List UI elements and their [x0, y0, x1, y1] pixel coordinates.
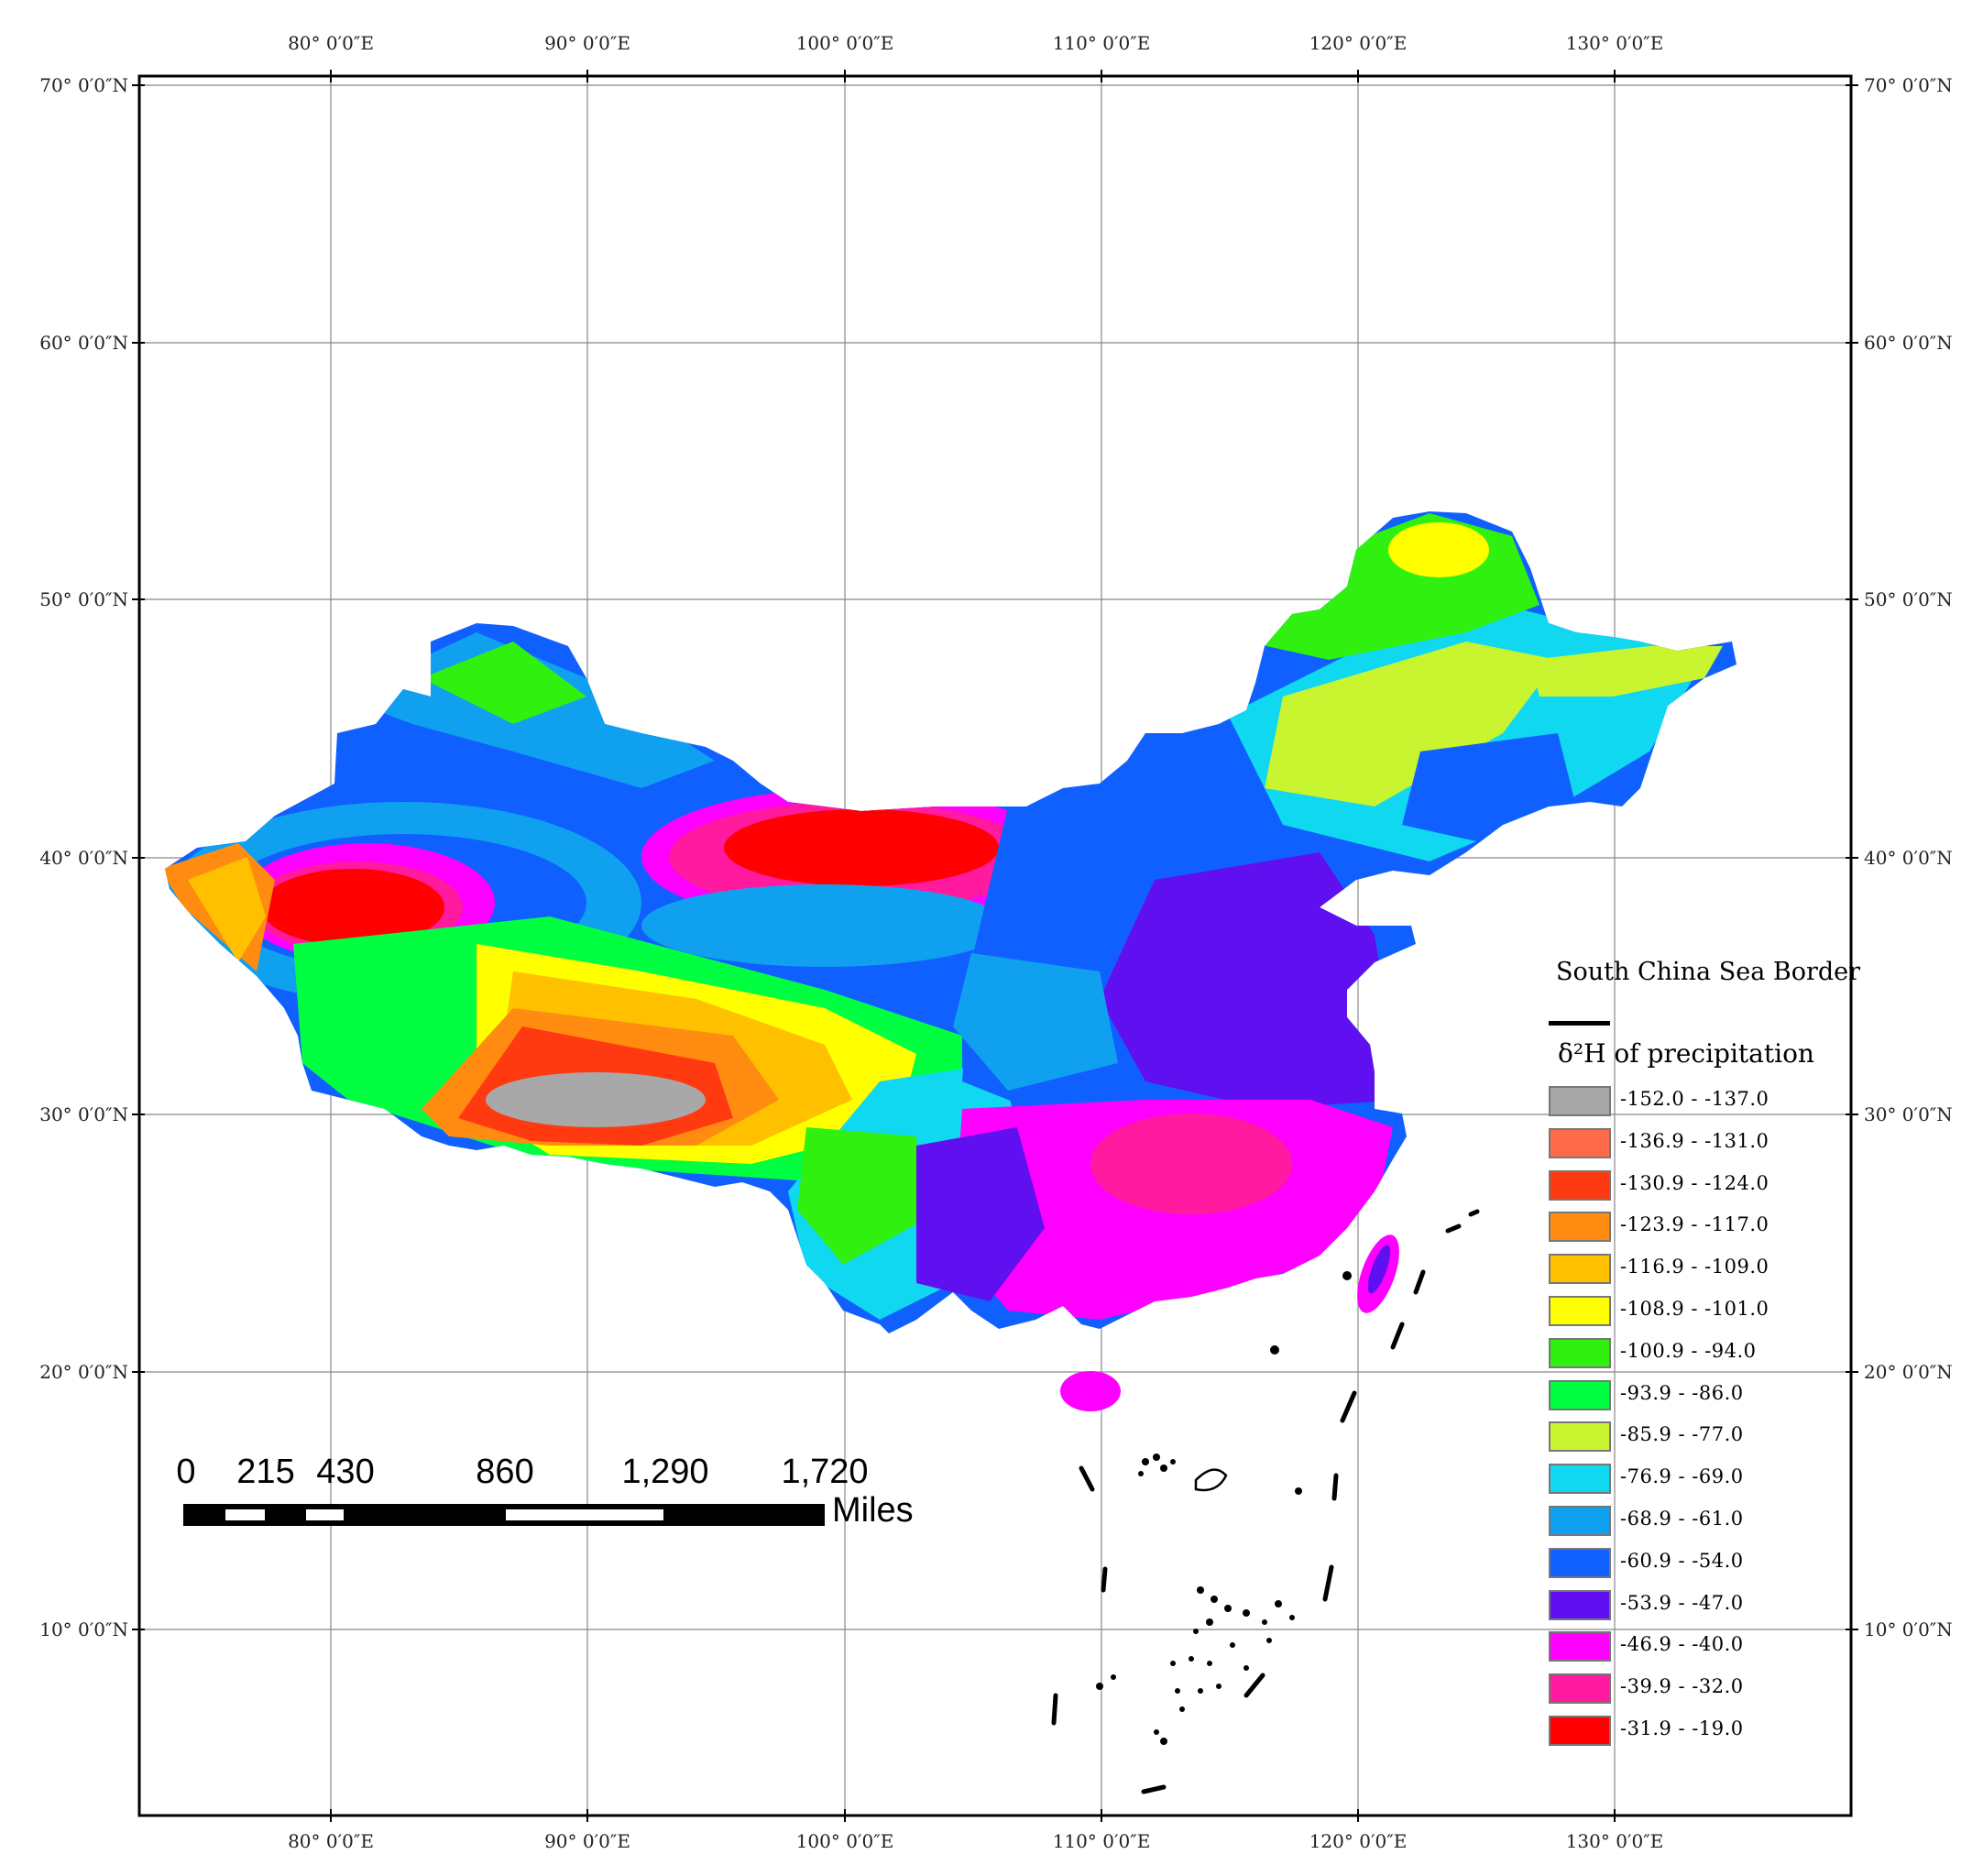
legend-label: -76.9 - -69.0 — [1620, 1465, 1744, 1488]
legend-border-title: South China Sea Border — [1556, 958, 1861, 986]
lon-label: 130° 0′0″E — [1565, 1830, 1664, 1852]
lon-label: 120° 0′0″E — [1309, 32, 1408, 54]
legend-swatch — [1549, 1295, 1611, 1326]
legend-label: -46.9 - -40.0 — [1620, 1633, 1744, 1656]
legend-label: -136.9 - -131.0 — [1620, 1129, 1769, 1152]
lat-label: 20° 0′0″N — [39, 1361, 128, 1383]
lat-label: 50° 0′0″N — [1864, 588, 1953, 610]
lat-label: 10° 0′0″N — [1864, 1618, 1953, 1640]
lat-label: 70° 0′0″N — [39, 74, 128, 96]
reef-outline — [1194, 1468, 1228, 1492]
scale-label: 1,720 — [781, 1453, 869, 1491]
scale-label: 0 — [176, 1453, 196, 1491]
legend-swatch — [1549, 1631, 1611, 1662]
legend-swatch — [1549, 1086, 1611, 1116]
legend-swatch — [1549, 1212, 1611, 1243]
lon-label: 120° 0′0″E — [1309, 1830, 1408, 1852]
lat-label: 70° 0′0″N — [1864, 74, 1953, 96]
lat-label: 30° 0′0″N — [39, 1103, 128, 1125]
lat-label: 10° 0′0″N — [39, 1618, 128, 1640]
legend-label: -39.9 - -32.0 — [1620, 1675, 1744, 1698]
scale-units: Miles — [832, 1491, 914, 1530]
scale-label: 430 — [316, 1453, 375, 1491]
lon-label: 90° 0′0″E — [544, 32, 630, 54]
scale-bar-graphic — [183, 1504, 825, 1526]
legend-label: -60.9 - -54.0 — [1620, 1549, 1744, 1572]
scale-label: 860 — [476, 1453, 534, 1491]
legend-swatch — [1549, 1379, 1611, 1410]
scale-bar: 0 215 430 860 1,290 1,720 Miles — [176, 1453, 935, 1535]
legend-label: -123.9 - -117.0 — [1620, 1213, 1769, 1236]
lon-label: 110° 0′0″E — [1052, 32, 1151, 54]
lon-label: 110° 0′0″E — [1052, 1830, 1151, 1852]
lon-label: 80° 0′0″E — [288, 32, 374, 54]
lon-label: 80° 0′0″E — [288, 1830, 374, 1852]
legend-label: -152.0 - -137.0 — [1620, 1088, 1769, 1110]
legend-swatch — [1549, 1127, 1611, 1158]
lon-label: 100° 0′0″E — [795, 1830, 894, 1852]
legend-swatch — [1549, 1254, 1611, 1285]
lon-label: 130° 0′0″E — [1565, 32, 1664, 54]
scale-label: 1,290 — [621, 1453, 709, 1491]
legend-swatch — [1549, 1673, 1611, 1705]
legend-swatch — [1549, 1169, 1611, 1201]
legend-label: -53.9 - -47.0 — [1620, 1591, 1744, 1614]
legend-label: -85.9 - -77.0 — [1620, 1423, 1744, 1446]
tick-marks — [132, 70, 1858, 1822]
legend-label: -116.9 - -109.0 — [1620, 1256, 1769, 1278]
legend-label: -68.9 - -61.0 — [1620, 1507, 1744, 1530]
legend-label: -31.9 - -19.0 — [1620, 1717, 1744, 1739]
lat-label: 20° 0′0″N — [1864, 1361, 1953, 1383]
legend-label: -93.9 - -86.0 — [1620, 1381, 1744, 1404]
lat-label: 30° 0′0″N — [1864, 1103, 1953, 1125]
lat-label: 40° 0′0″N — [39, 847, 128, 869]
lon-label: 100° 0′0″E — [795, 32, 894, 54]
south-china-sea-border — [1051, 1209, 1480, 1794]
legend-swatch — [1549, 1421, 1611, 1453]
scale-label: 215 — [236, 1453, 295, 1491]
legend-label: -108.9 - -101.0 — [1620, 1297, 1769, 1320]
lat-label: 40° 0′0″N — [1864, 847, 1953, 869]
legend-border-line-symbol — [1549, 1021, 1610, 1026]
lat-label: 60° 0′0″N — [1864, 332, 1953, 354]
legend-label: -100.9 - -94.0 — [1620, 1339, 1757, 1362]
lon-label: 90° 0′0″E — [544, 1830, 630, 1852]
legend-swatch — [1549, 1547, 1611, 1578]
legend-swatch — [1549, 1464, 1611, 1495]
island-dots — [1096, 1271, 1352, 1745]
lat-label: 50° 0′0″N — [39, 588, 128, 610]
legend-swatch — [1549, 1715, 1611, 1746]
hainan-island — [1060, 1371, 1121, 1411]
legend-swatch — [1549, 1505, 1611, 1536]
lat-label: 60° 0′0″N — [39, 332, 128, 354]
legend-title: δ²H of precipitation — [1558, 1038, 1814, 1069]
legend-label: -130.9 - -124.0 — [1620, 1171, 1769, 1194]
legend-swatch — [1549, 1589, 1611, 1620]
legend-swatch — [1549, 1337, 1611, 1368]
